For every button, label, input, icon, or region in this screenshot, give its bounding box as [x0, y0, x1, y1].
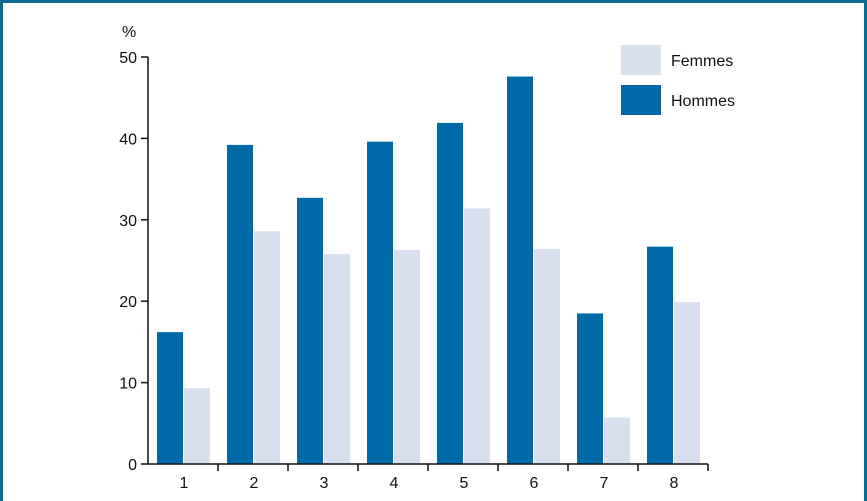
- legend-swatch-hommes: [621, 85, 661, 115]
- bar-femmes-8: [674, 302, 700, 464]
- y-tick-label-30: 30: [119, 213, 137, 230]
- bar-hommes-3: [297, 197, 323, 464]
- bar-hommes-5: [437, 122, 463, 465]
- grouped-bar-chart: 0 10 20 30 40 50 1 2 3 4 5 6 7 8 % Femmes Hommes: [119, 24, 735, 492]
- bar-hommes-2: [227, 144, 253, 465]
- bar-femmes-1: [184, 388, 210, 464]
- x-tick-label-3: 3: [320, 475, 329, 492]
- bar-femmes-5: [464, 208, 490, 464]
- y-tick-label-0: 0: [128, 457, 137, 474]
- bar-femmes-4: [394, 249, 420, 464]
- legend-label-femmes: Femmes: [671, 53, 733, 70]
- y-tick-label-20: 20: [119, 294, 137, 311]
- ticks-layer: 0 10 20 30 40 50 1 2 3 4 5 6 7 8: [119, 50, 709, 492]
- legend-swatch-femmes: [621, 45, 661, 75]
- bar-hommes-8: [647, 246, 673, 464]
- bar-hommes-7: [577, 313, 603, 464]
- legend-label-hommes: Hommes: [671, 93, 735, 110]
- bar-hommes-4: [367, 141, 393, 464]
- x-tick-label-6: 6: [530, 475, 539, 492]
- y-tick-label-50: 50: [119, 50, 137, 67]
- bar-hommes-6: [507, 76, 533, 464]
- bar-femmes-3: [324, 253, 350, 464]
- y-axis-unit-label: %: [122, 24, 136, 41]
- bars-layer: [157, 76, 700, 465]
- bar-femmes-6: [534, 249, 560, 464]
- y-tick-label-40: 40: [119, 131, 137, 148]
- x-tick-label-2: 2: [250, 475, 259, 492]
- x-tick-label-5: 5: [460, 475, 469, 492]
- bar-femmes-7: [604, 417, 630, 464]
- x-tick-label-1: 1: [180, 475, 189, 492]
- bar-hommes-1: [157, 332, 183, 464]
- legend: Femmes Hommes: [621, 45, 735, 115]
- x-tick-label-8: 8: [670, 475, 679, 492]
- bar-femmes-2: [254, 231, 280, 464]
- x-tick-label-7: 7: [600, 475, 609, 492]
- y-tick-label-10: 10: [119, 376, 137, 393]
- x-tick-label-4: 4: [390, 475, 399, 492]
